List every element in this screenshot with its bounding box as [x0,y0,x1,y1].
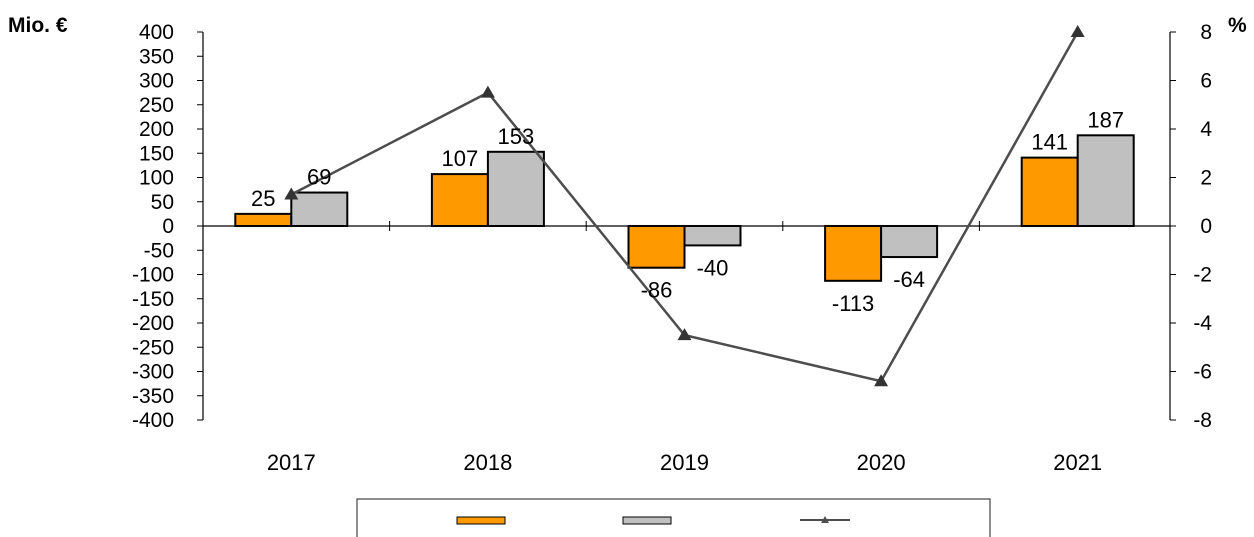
line-series [284,25,1085,387]
legend-marker-series-3 [821,516,829,523]
data-label-series-1-2018: 107 [442,146,479,171]
left-axis-tick-label: -50 [144,239,174,262]
data-label-series-1-2021: 141 [1031,130,1068,155]
left-axis-tick-label: -150 [132,288,174,311]
left-axis-tick-label: 200 [139,118,174,141]
left-axis-tick-label: -200 [132,312,174,335]
legend-swatch-series-1 [456,516,506,525]
category-label-2019: 2019 [660,450,709,475]
line-point-2017 [284,187,299,200]
data-label-series-2-2018: 153 [498,124,535,149]
right-axis-tick-label: 0 [1200,215,1212,238]
right-axis-tick-label: -6 [1193,361,1212,384]
left-axis-tick-label: 250 [139,94,174,117]
right-axis-tick-label: -2 [1193,264,1212,287]
left-axis-unit-label: Mio. € [8,14,68,37]
left-axis-tick-label: -400 [132,409,174,432]
right-axis-tick-label: 4 [1200,118,1212,141]
left-axis-tick-label: -300 [132,361,174,384]
left-axis-tick-label: 100 [139,167,174,190]
legend-box [356,498,991,537]
left-axis-tick-label: -350 [132,385,174,408]
data-label-series-2-2021: 187 [1087,107,1124,132]
right-axis: 8 6 4 2 0 -2 -4 -6 -8 [1169,21,1212,432]
right-axis-tick-label: -8 [1193,409,1212,432]
left-axis-tick-label: -100 [132,264,174,287]
bar-series-2-2017 [290,191,349,228]
line-point-2020 [874,374,889,387]
right-axis-tick-label: 2 [1200,167,1212,190]
bar-series-1-2019 [627,225,686,269]
bar-series-1-2018 [430,173,489,227]
left-axis-tick-label: -250 [132,336,174,359]
category-labels: 2017 2018 2019 2020 2021 [267,450,1102,475]
bar-series-1-2020 [824,225,883,282]
bar-series-1-2017 [234,212,293,227]
category-label-2020: 2020 [857,450,906,475]
data-label-series-2-2019: -40 [697,255,729,280]
data-label-series-1-2020: -113 [832,291,874,316]
left-axis-tick-label: 400 [139,21,174,44]
bar-series-2-2020 [880,225,939,259]
data-label-series-1-2019: -86 [641,278,673,303]
category-label-2017: 2017 [267,450,316,475]
line-point-2021 [1070,25,1085,37]
left-axis-tick-label: 150 [139,142,174,165]
right-axis-tick-label: -4 [1193,312,1212,335]
right-axis-tick-label: 8 [1200,21,1212,44]
category-label-2018: 2018 [463,450,512,475]
data-label-series-2-2017: 69 [307,165,331,190]
bars [234,134,1135,282]
left-axis-tick-label: 350 [139,45,174,68]
data-label-series-1-2017: 25 [251,186,275,211]
data-label-series-2-2020: -64 [893,267,925,292]
left-axis-tick-label: 300 [139,70,174,93]
right-axis-unit-label: % [1228,14,1247,37]
category-label-2021: 2021 [1053,450,1102,475]
legend-swatch-series-2 [622,516,672,525]
bar-series-2-2019 [683,225,742,247]
bar-series-2-2018 [486,150,545,227]
data-labels: 25 107 -86 -113 141 69 153 -40 -64 187 [251,107,1124,316]
bar-series-1-2021 [1020,156,1079,228]
left-axis-tick-label: 50 [151,191,174,214]
line-point-2019 [677,328,692,341]
right-axis-tick-label: 6 [1200,70,1212,93]
legend [356,498,991,537]
left-axis-tick-label: 0 [162,215,174,238]
line-point-2018 [480,85,495,98]
left-axis: 400350300250200150100500-50-100-150-200-… [132,21,204,432]
bar-series-2-2021 [1076,134,1135,227]
